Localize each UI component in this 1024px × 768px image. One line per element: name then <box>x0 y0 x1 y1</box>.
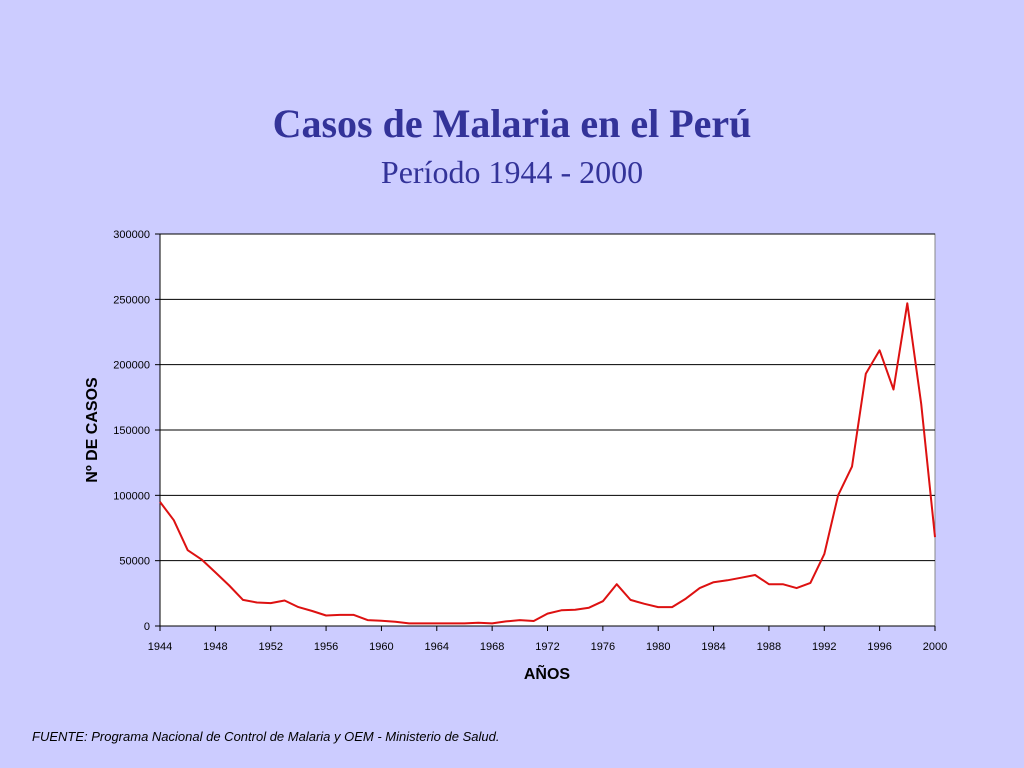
x-tick-label: 1980 <box>646 641 670 653</box>
x-tick-label: 1988 <box>757 641 781 653</box>
source-note: FUENTE: Programa Nacional de Control de … <box>32 729 500 744</box>
x-tick-label: 1960 <box>369 641 393 653</box>
x-tick-label: 2000 <box>923 641 947 653</box>
x-tick-label: 1972 <box>535 641 559 653</box>
y-tick-label: 200000 <box>113 360 150 372</box>
y-tick-labels: 0 50000 100000 150000 200000 250000 300000 <box>113 229 150 633</box>
x-tick-label: 1976 <box>591 641 615 653</box>
y-axis-label: Nº DE CASOS <box>84 377 101 483</box>
x-tick-label: 1968 <box>480 641 504 653</box>
slide-subtitle: Período 1944 - 2000 <box>380 154 644 190</box>
x-tick-label: 1984 <box>701 641 725 653</box>
x-tick-label: 1956 <box>314 641 338 653</box>
x-tick-label: 1944 <box>148 641 172 653</box>
x-tick-label: 1952 <box>258 641 282 653</box>
y-tick-label: 0 <box>144 621 150 633</box>
y-tick-label: 250000 <box>113 294 150 306</box>
y-tick-label: 50000 <box>119 556 150 568</box>
y-tick-label: 150000 <box>113 425 150 437</box>
slide-title: Casos de Malaria en el Perú <box>272 101 752 146</box>
y-tick-label: 300000 <box>113 229 150 241</box>
x-tick-label: 1996 <box>867 641 891 653</box>
axes <box>155 233 936 631</box>
x-tick-label: 1992 <box>812 641 836 653</box>
x-axis-label: AÑOS <box>524 663 571 683</box>
x-tick-label: 1964 <box>425 641 449 653</box>
y-tick-label: 100000 <box>113 490 150 502</box>
series-line-malaria-cases <box>159 302 936 625</box>
x-tick-labels: 1944 1948 1952 1956 1960 1964 1968 1972 1976 1980… <box>148 641 947 653</box>
x-tick-label: 1948 <box>203 641 227 653</box>
gridlines <box>160 233 935 562</box>
